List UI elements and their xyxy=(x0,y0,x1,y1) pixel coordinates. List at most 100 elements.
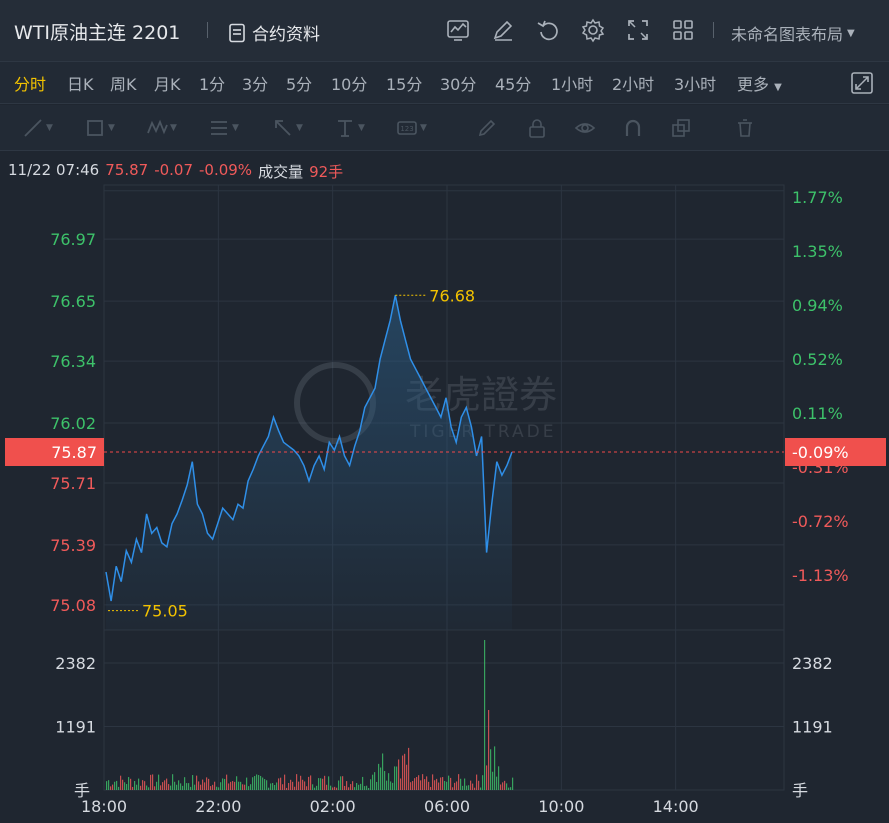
volume-bar xyxy=(474,787,476,790)
eye-icon[interactable] xyxy=(574,117,596,139)
timeframe-tab[interactable]: 1分 xyxy=(199,75,226,94)
volume-bar xyxy=(424,779,426,790)
volume-bar xyxy=(242,784,244,790)
timeframe-tab[interactable]: 3分 xyxy=(242,75,269,94)
volume-bar xyxy=(264,779,266,790)
timeframe-tab[interactable]: 2小时 xyxy=(612,75,655,94)
time-tick-label: 18:00 xyxy=(81,797,127,816)
edit-icon[interactable] xyxy=(490,17,516,43)
volume-bar xyxy=(202,779,204,790)
volume-bar xyxy=(120,775,122,790)
rectangle-tool[interactable]: ▼ xyxy=(84,117,115,139)
volume-bar xyxy=(312,784,314,790)
timeframe-tab[interactable]: 日K xyxy=(67,75,94,94)
timeframe-tab[interactable]: 15分 xyxy=(386,75,423,94)
price-line xyxy=(105,295,513,602)
pct-tick-label: -0.72% xyxy=(792,512,849,531)
time-tick-label: 22:00 xyxy=(195,797,241,816)
caret-down-icon: ▼ xyxy=(774,82,782,93)
volume-bar xyxy=(362,776,364,790)
volume-bar xyxy=(184,777,186,790)
volume-bar xyxy=(224,778,226,790)
trendline-tool[interactable]: ▼ xyxy=(22,117,53,139)
pct-tick-label: 1.35% xyxy=(792,242,843,261)
volume-bar xyxy=(146,785,148,790)
timeframe-tab[interactable]: 周K xyxy=(110,75,137,94)
contract-info-button[interactable]: 合约资料 xyxy=(228,20,320,45)
axis-labels: 76.97 76.65 76.34 76.02 75.71 75.39 75.08 1.77%… xyxy=(5,188,886,816)
layers-icon[interactable] xyxy=(670,117,692,139)
volume-bar xyxy=(344,785,346,790)
volume-tick-label: 2382 xyxy=(55,654,96,673)
drawing-toolbar: ▼ ▼ ▼ ▼ ▼ ▼ 123 ▼ xyxy=(0,105,889,151)
timeframe-tab[interactable]: 5分 xyxy=(286,75,313,94)
volume-bar xyxy=(350,784,352,790)
fullscreen-icon[interactable] xyxy=(850,71,874,95)
volume-bar xyxy=(360,783,362,790)
chart-icon[interactable] xyxy=(445,17,471,43)
timeframe-tab[interactable]: 30分 xyxy=(440,75,477,94)
pct-tick-label: -1.13% xyxy=(792,566,849,585)
rectangle-icon xyxy=(87,120,103,136)
volume-bar xyxy=(144,781,146,790)
more-timeframes-button[interactable]: 更多 ▼ xyxy=(737,71,782,95)
trash-icon[interactable] xyxy=(734,117,756,139)
volume-bar xyxy=(390,781,392,790)
time-tick-label: 10:00 xyxy=(538,797,584,816)
volume-bar xyxy=(338,780,340,790)
volume-bar xyxy=(178,780,180,790)
arrow-tool[interactable]: ▼ xyxy=(272,117,303,139)
volume-bar xyxy=(308,776,310,790)
label-tool[interactable]: 123 ▼ xyxy=(396,117,427,139)
timeframe-tab[interactable]: 10分 xyxy=(331,75,368,94)
pencil-icon[interactable] xyxy=(476,117,498,139)
volume-bar xyxy=(162,782,164,790)
text-tool[interactable]: ▼ xyxy=(334,117,365,139)
volume-bar xyxy=(222,778,224,790)
layout-selector[interactable]: 未命名图表布局 ▼ xyxy=(731,21,855,45)
volume-bar xyxy=(108,780,110,790)
grid-layout-icon[interactable] xyxy=(670,17,696,43)
volume-bar xyxy=(196,775,198,790)
timeframe-tab[interactable]: 3小时 xyxy=(674,75,717,94)
fibonacci-tool[interactable]: ▼ xyxy=(208,117,239,139)
volume-bar xyxy=(292,781,294,790)
timeframe-tab[interactable]: 45分 xyxy=(495,75,532,94)
volume-bar xyxy=(402,755,404,790)
volume-bar xyxy=(190,786,192,790)
lock-icon[interactable] xyxy=(526,117,548,139)
timeframe-tab[interactable]: 分时 xyxy=(14,75,47,94)
volume-bar xyxy=(478,780,480,790)
volume-bar xyxy=(372,774,374,790)
magnet-icon[interactable] xyxy=(622,117,644,139)
volume-tick-label: 1191 xyxy=(55,717,96,736)
settings-icon[interactable] xyxy=(580,17,606,43)
volume-bar xyxy=(298,781,300,790)
volume-bar xyxy=(176,784,178,790)
expand-icon[interactable] xyxy=(625,17,651,43)
volume-bar xyxy=(116,780,118,790)
trendline-icon xyxy=(24,119,42,137)
volume-bar xyxy=(188,783,190,790)
volume-bar xyxy=(336,787,338,790)
volume-bar xyxy=(494,746,496,790)
pattern-tool[interactable]: ▼ xyxy=(146,117,177,139)
current-pct-badge xyxy=(785,438,886,466)
volume-bar xyxy=(352,781,354,790)
volume-bar xyxy=(484,640,486,790)
volume-bar xyxy=(268,787,270,790)
undo-icon[interactable] xyxy=(535,17,561,43)
price-tick-label: 76.02 xyxy=(50,414,96,433)
timeframe-tab[interactable]: 1小时 xyxy=(551,75,594,94)
volume-bar xyxy=(456,781,458,790)
volume-bar xyxy=(388,773,390,790)
volume-bar xyxy=(408,747,410,790)
volume-bar xyxy=(460,778,462,790)
volume-bar xyxy=(256,774,258,790)
volume-bar xyxy=(368,787,370,790)
timeframe-tab[interactable]: 月K xyxy=(154,75,181,94)
volume-bar xyxy=(246,777,248,790)
volume-bar xyxy=(342,776,344,790)
volume-bar xyxy=(422,774,424,790)
